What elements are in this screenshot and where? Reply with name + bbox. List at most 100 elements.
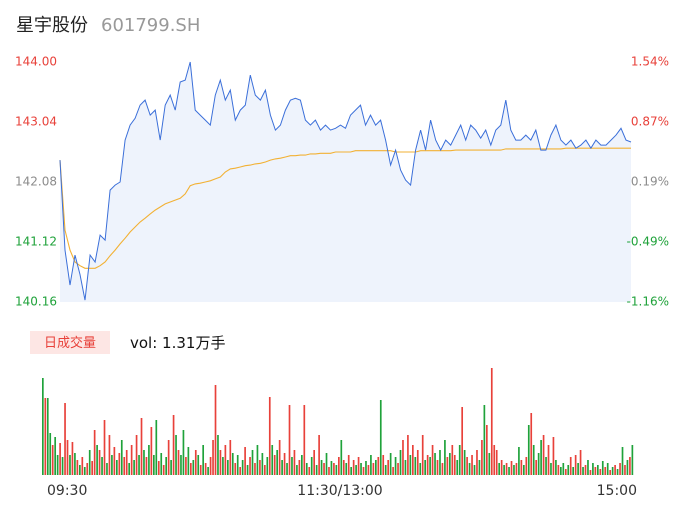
volume-bar xyxy=(256,445,259,475)
volume-bar xyxy=(486,425,488,475)
volume-bar xyxy=(157,461,160,475)
volume-bar xyxy=(555,460,557,475)
volume-bar xyxy=(79,465,81,475)
volume-bar xyxy=(338,457,340,475)
volume-bar xyxy=(71,442,74,475)
volume-bar xyxy=(564,469,567,475)
volume-bar xyxy=(246,465,249,475)
volume-bar xyxy=(76,460,79,475)
volume-bar xyxy=(362,467,365,475)
volume-bar xyxy=(345,463,348,475)
volume-bar xyxy=(631,445,634,475)
volume-bar xyxy=(278,440,281,475)
volume-bar xyxy=(91,461,94,475)
volume-bar xyxy=(177,450,180,475)
volume-bar xyxy=(224,445,227,475)
volume-bar xyxy=(513,465,515,475)
volume-bar xyxy=(552,437,555,475)
y-tick-label: 142.08 xyxy=(15,175,57,189)
volume-bar xyxy=(301,455,303,475)
volume-bar xyxy=(288,405,291,475)
price-plot xyxy=(59,61,632,302)
volume-bar xyxy=(54,437,57,475)
volume-bar xyxy=(49,433,52,475)
y-tick-label: 141.12 xyxy=(15,235,57,249)
volume-bar xyxy=(135,435,138,475)
volume-bar xyxy=(128,463,131,475)
volume-bar xyxy=(601,461,604,475)
volume-bar xyxy=(449,453,451,475)
volume-bar xyxy=(192,460,195,475)
volume-bar xyxy=(537,453,540,475)
volume-bar xyxy=(313,450,316,475)
volume-badge[interactable] xyxy=(30,331,110,354)
volume-bar xyxy=(392,467,394,475)
volume-bar xyxy=(56,455,59,475)
volume-bar xyxy=(518,447,520,475)
volume-bar xyxy=(296,465,298,475)
volume-bar xyxy=(111,455,113,475)
volume-bar xyxy=(609,470,612,475)
volume-plot xyxy=(42,368,634,475)
volume-bar xyxy=(375,460,377,475)
volume-bar xyxy=(172,415,175,475)
volume-bar xyxy=(456,460,459,475)
volume-bar xyxy=(175,435,177,475)
volume-bar xyxy=(167,440,170,475)
volume-bar xyxy=(402,440,404,475)
stock-code: 601799.SH xyxy=(101,15,200,36)
volume-bar xyxy=(44,398,47,475)
volume-bar xyxy=(389,453,392,475)
volume-bar xyxy=(328,467,330,475)
volume-bar xyxy=(498,463,501,475)
volume-bar xyxy=(399,450,402,475)
volume-bar xyxy=(209,457,212,475)
volume-bar xyxy=(584,465,587,475)
volume-bar xyxy=(355,465,357,475)
x-tick-label: 09:30 xyxy=(47,483,87,499)
volume-bar xyxy=(441,463,444,475)
volume-bar xyxy=(273,455,276,475)
volume-bar xyxy=(545,457,547,475)
volume-bar xyxy=(510,461,513,475)
volume-bar xyxy=(382,455,385,475)
volume-bar xyxy=(133,460,135,475)
volume-bar xyxy=(214,385,217,475)
volume-bar xyxy=(434,453,436,475)
volume-bar xyxy=(236,455,239,475)
volume-bar xyxy=(125,450,128,475)
volume-bar xyxy=(264,465,266,475)
volume-bar xyxy=(212,440,214,475)
volume-bar xyxy=(404,460,407,475)
volume-bar xyxy=(170,460,172,475)
volume-bar xyxy=(113,447,116,475)
volume-bar xyxy=(231,453,234,475)
y-tick-label: 140.16 xyxy=(15,295,57,309)
volume-bar xyxy=(611,467,614,475)
volume-bar xyxy=(335,465,338,475)
volume-bar xyxy=(86,463,89,475)
volume-bar xyxy=(162,465,165,475)
x-tick-label: 15:00 xyxy=(597,483,637,499)
volume-badge-label: 日成交量 xyxy=(44,335,96,351)
volume-bar xyxy=(108,435,111,475)
volume-bar xyxy=(182,430,185,475)
volume-bar xyxy=(202,445,205,475)
volume-bar xyxy=(194,450,197,475)
x-tick-label: 11:30/13:00 xyxy=(297,483,382,499)
pct-tick-label: 0.19% xyxy=(631,175,669,189)
volume-bar xyxy=(574,455,577,475)
volume-bar xyxy=(340,440,343,475)
volume-bar xyxy=(187,447,190,475)
pct-tick-label: -1.16% xyxy=(627,295,669,309)
volume-bar xyxy=(229,440,232,475)
volume-bar xyxy=(520,460,523,475)
volume-bar xyxy=(227,460,229,475)
volume-bar xyxy=(83,467,86,475)
volume-bar xyxy=(106,463,108,475)
y-tick-label: 143.04 xyxy=(15,115,57,129)
volume-bar xyxy=(547,445,550,475)
volume-bar xyxy=(360,463,362,475)
volume-bar xyxy=(160,453,163,475)
volume-bar xyxy=(500,460,503,475)
